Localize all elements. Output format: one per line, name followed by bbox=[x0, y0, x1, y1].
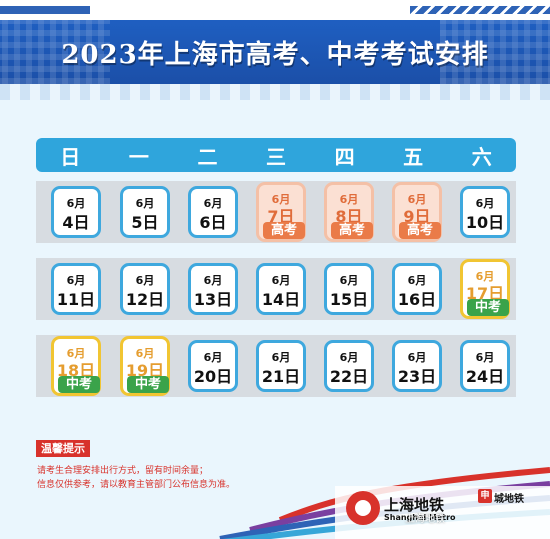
date-cell: 6月 20日 bbox=[188, 340, 238, 392]
date-cell: 6月 4日 bbox=[51, 186, 101, 238]
month-label: 6月 bbox=[339, 193, 359, 206]
month-label: 6月 bbox=[475, 351, 495, 364]
date-cell: 6月 23日 bbox=[392, 340, 442, 392]
day-label: 9日 bbox=[403, 207, 431, 226]
zhongkao-tag: 中考 bbox=[58, 376, 100, 393]
month-label: 6月 bbox=[66, 197, 86, 210]
month-label: 6月 bbox=[66, 347, 86, 360]
day-label: 24日 bbox=[465, 367, 505, 386]
month-label: 6月 bbox=[475, 197, 495, 210]
date-cell: 6月 11日 bbox=[51, 263, 101, 315]
weekday-tue: 二 bbox=[197, 144, 218, 169]
city-badge-icon: 申 bbox=[478, 489, 492, 503]
date-cell: 6月 14日 bbox=[256, 263, 306, 315]
weekday-header: 日 一 二 三 四 五 六 bbox=[36, 138, 516, 172]
day-label: 7日 bbox=[267, 207, 295, 226]
metro-name: 上海地铁 bbox=[384, 496, 445, 514]
checker-decoration bbox=[440, 20, 550, 84]
month-label: 6月 bbox=[271, 274, 291, 287]
zhongkao-tag: 中考 bbox=[127, 376, 169, 393]
day-label: 12日 bbox=[125, 290, 165, 309]
day-label: 4日 bbox=[62, 213, 90, 232]
month-label: 6月 bbox=[135, 347, 155, 360]
day-label: 20日 bbox=[193, 367, 233, 386]
day-label: 11日 bbox=[56, 290, 96, 309]
date-cell: 6月 13日 bbox=[188, 263, 238, 315]
weekday-sat: 六 bbox=[471, 144, 492, 169]
day-label: 22日 bbox=[329, 367, 369, 386]
month-label: 6月 bbox=[339, 274, 359, 287]
day-label: 17日 bbox=[465, 284, 505, 303]
date-cell: 6月 8日 高考 bbox=[324, 182, 374, 242]
month-label: 6月 bbox=[203, 274, 223, 287]
month-label: 6月 bbox=[271, 193, 291, 206]
weekday-sun: 日 bbox=[60, 144, 81, 169]
notice-line: 请考生合理安排出行方式，留有时间余量； bbox=[37, 466, 209, 476]
date-cell: 6月 7日 高考 bbox=[256, 182, 306, 242]
date-cell: 6月 21日 bbox=[256, 340, 306, 392]
stripe-decoration bbox=[0, 6, 90, 14]
day-label: 18日 bbox=[56, 361, 96, 380]
month-label: 6月 bbox=[203, 197, 223, 210]
checker-decoration bbox=[0, 20, 110, 84]
zhongkao-tag: 中考 bbox=[467, 299, 509, 316]
day-label: 16日 bbox=[397, 290, 437, 309]
day-label: 15日 bbox=[329, 290, 369, 309]
date-cell: 6月 17日 中考 bbox=[460, 259, 510, 319]
gaokao-tag: 高考 bbox=[263, 222, 305, 239]
month-label: 6月 bbox=[475, 270, 495, 283]
day-label: 13日 bbox=[193, 290, 233, 309]
day-label: 6日 bbox=[199, 213, 227, 232]
header-pattern bbox=[0, 84, 550, 100]
date-cell: 6月 18日 中考 bbox=[51, 336, 101, 396]
day-label: 23日 bbox=[397, 367, 437, 386]
date-cell: 6月 12日 bbox=[120, 263, 170, 315]
day-label: 21日 bbox=[261, 367, 301, 386]
metro-english-name: Shanghai Metro bbox=[384, 513, 456, 522]
month-label: 6月 bbox=[407, 193, 427, 206]
day-label: 19日 bbox=[125, 361, 165, 380]
weekday-wed: 三 bbox=[266, 144, 287, 169]
weekday-mon: 一 bbox=[128, 144, 149, 169]
month-label: 6月 bbox=[135, 274, 155, 287]
month-label: 6月 bbox=[203, 351, 223, 364]
metro-logo-icon bbox=[346, 491, 380, 525]
date-cell: 6月 24日 bbox=[460, 340, 510, 392]
city-metro-name: 城地铁 bbox=[494, 494, 524, 505]
stripe-decoration bbox=[410, 6, 550, 14]
date-cell: 6月 15日 bbox=[324, 263, 374, 315]
gaokao-tag: 高考 bbox=[331, 222, 373, 239]
weekday-thu: 四 bbox=[334, 144, 355, 169]
top-strip bbox=[0, 0, 550, 20]
month-label: 6月 bbox=[339, 351, 359, 364]
notice-title: 温馨提示 bbox=[36, 440, 90, 457]
date-cell: 6月 6日 bbox=[188, 186, 238, 238]
month-label: 6月 bbox=[66, 274, 86, 287]
month-label: 6月 bbox=[271, 351, 291, 364]
day-label: 5日 bbox=[131, 213, 159, 232]
date-cell: 6月 9日 高考 bbox=[392, 182, 442, 242]
month-label: 6月 bbox=[407, 351, 427, 364]
day-label: 10日 bbox=[465, 213, 505, 232]
month-label: 6月 bbox=[135, 197, 155, 210]
weekday-fri: 五 bbox=[403, 144, 424, 169]
date-cell: 6月 5日 bbox=[120, 186, 170, 238]
date-cell: 6月 19日 中考 bbox=[120, 336, 170, 396]
header-banner bbox=[0, 20, 550, 84]
watermark: 上海地铁 bbox=[405, 514, 445, 525]
gaokao-tag: 高考 bbox=[399, 222, 441, 239]
month-label: 6月 bbox=[407, 274, 427, 287]
page-title: 2023年上海市高考、中考考试安排 bbox=[61, 39, 489, 70]
notice-line: 信息仅供参考，请以教育主管部门公布信息为准。 bbox=[37, 480, 236, 490]
day-label: 14日 bbox=[261, 290, 301, 309]
date-cell: 6月 16日 bbox=[392, 263, 442, 315]
date-cell: 6月 10日 bbox=[460, 186, 510, 238]
day-label: 8日 bbox=[335, 207, 363, 226]
date-cell: 6月 22日 bbox=[324, 340, 374, 392]
